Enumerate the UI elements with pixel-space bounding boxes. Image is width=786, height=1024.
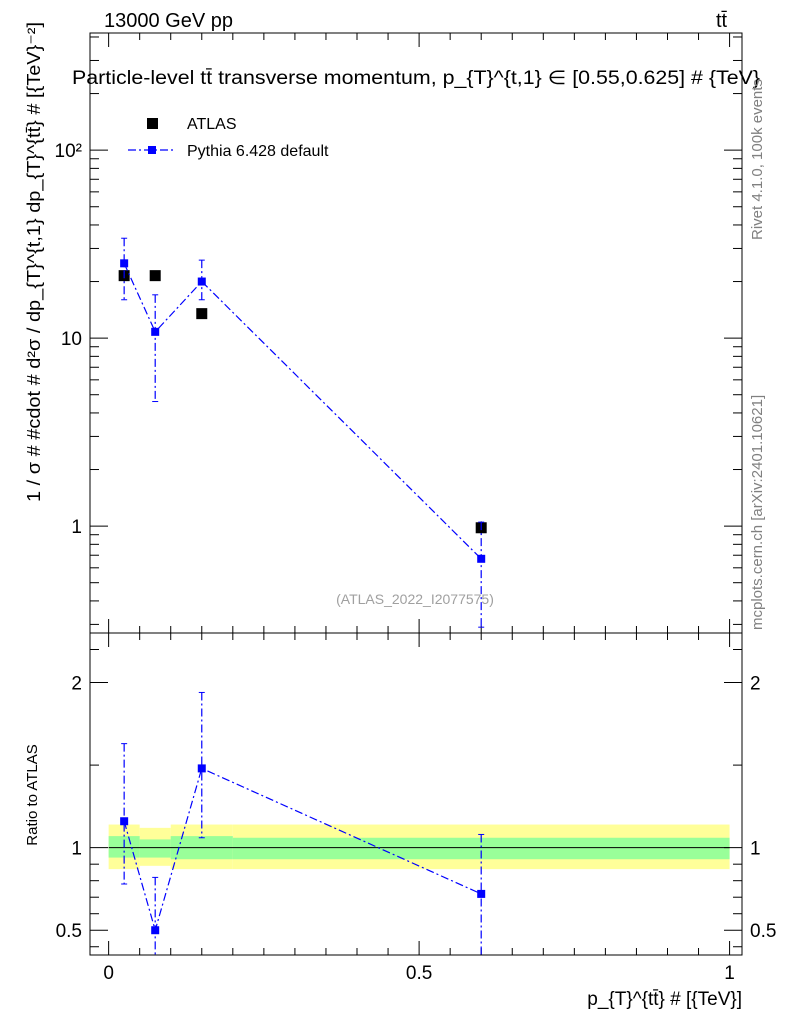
y-tick-label: 1 [71, 517, 82, 538]
ratio-point [197, 764, 206, 773]
lower-panel: 0 0.5 1 0.5 0.5 1 1 2 2 [56, 632, 776, 984]
pythia-point [197, 277, 206, 286]
energy-label: 13000 GeV pp [104, 10, 233, 32]
legend-pythia-marker [148, 146, 156, 154]
y-tick-label: 2 [71, 674, 82, 695]
legend-pythia-label: Pythia 6.428 default [187, 143, 329, 160]
upper-panel: 1 10 10² [55, 32, 743, 634]
upper-y-axis-label: 1 / σ # #cdot # d²σ / dp_{T}^{t,1} dp_{T… [24, 22, 45, 502]
x-axis-label: p_{T}^{tt̄} # [{TeV}] [587, 989, 742, 1010]
main-title: Particle-level tt̄ transverse momentum, … [72, 68, 760, 89]
legend-atlas-marker [147, 118, 158, 129]
pythia-point [120, 259, 129, 268]
y-tick-label-right: 2 [750, 674, 761, 695]
pythia-line [123, 263, 482, 560]
ratio-point [477, 889, 486, 898]
y-tick-label: 0.5 [56, 921, 82, 942]
atlas-point [149, 270, 161, 282]
ratio-band-inner [232, 837, 730, 860]
y-tick-label: 1 [71, 839, 82, 860]
process-label: tt̄ [716, 10, 728, 32]
y-tick-label-right: 0.5 [750, 921, 776, 942]
lower-y-axis-label: Ratio to ATLAS [24, 744, 41, 845]
ratio-point [151, 926, 160, 935]
ratio-point [120, 817, 129, 826]
lower-frame [89, 632, 743, 956]
x-tick-label: 0.5 [406, 963, 432, 984]
watermark-label: (ATLAS_2022_I2077575) [336, 591, 494, 607]
text-layer: 13000 GeV pp tt̄ Particle-level tt̄ tran… [24, 10, 766, 1010]
x-tick-label: 1 [724, 963, 735, 984]
pythia-point [151, 327, 160, 336]
rivet-label: Rivet 4.1.0, 100k events [749, 79, 766, 240]
y-tick-label: 10 [61, 329, 82, 350]
atlas-point [196, 308, 208, 320]
ratio-line [123, 767, 482, 933]
y-tick-label: 10² [55, 141, 82, 162]
mcplots-label: mcplots.cern.ch [arXiv:2401.10621] [749, 395, 766, 630]
y-tick-label-right: 1 [750, 839, 761, 860]
pythia-point [477, 554, 486, 563]
x-tick-label: 0 [103, 963, 114, 984]
legend-atlas-label: ATLAS [187, 116, 237, 133]
ratio-band-inner [139, 839, 171, 858]
